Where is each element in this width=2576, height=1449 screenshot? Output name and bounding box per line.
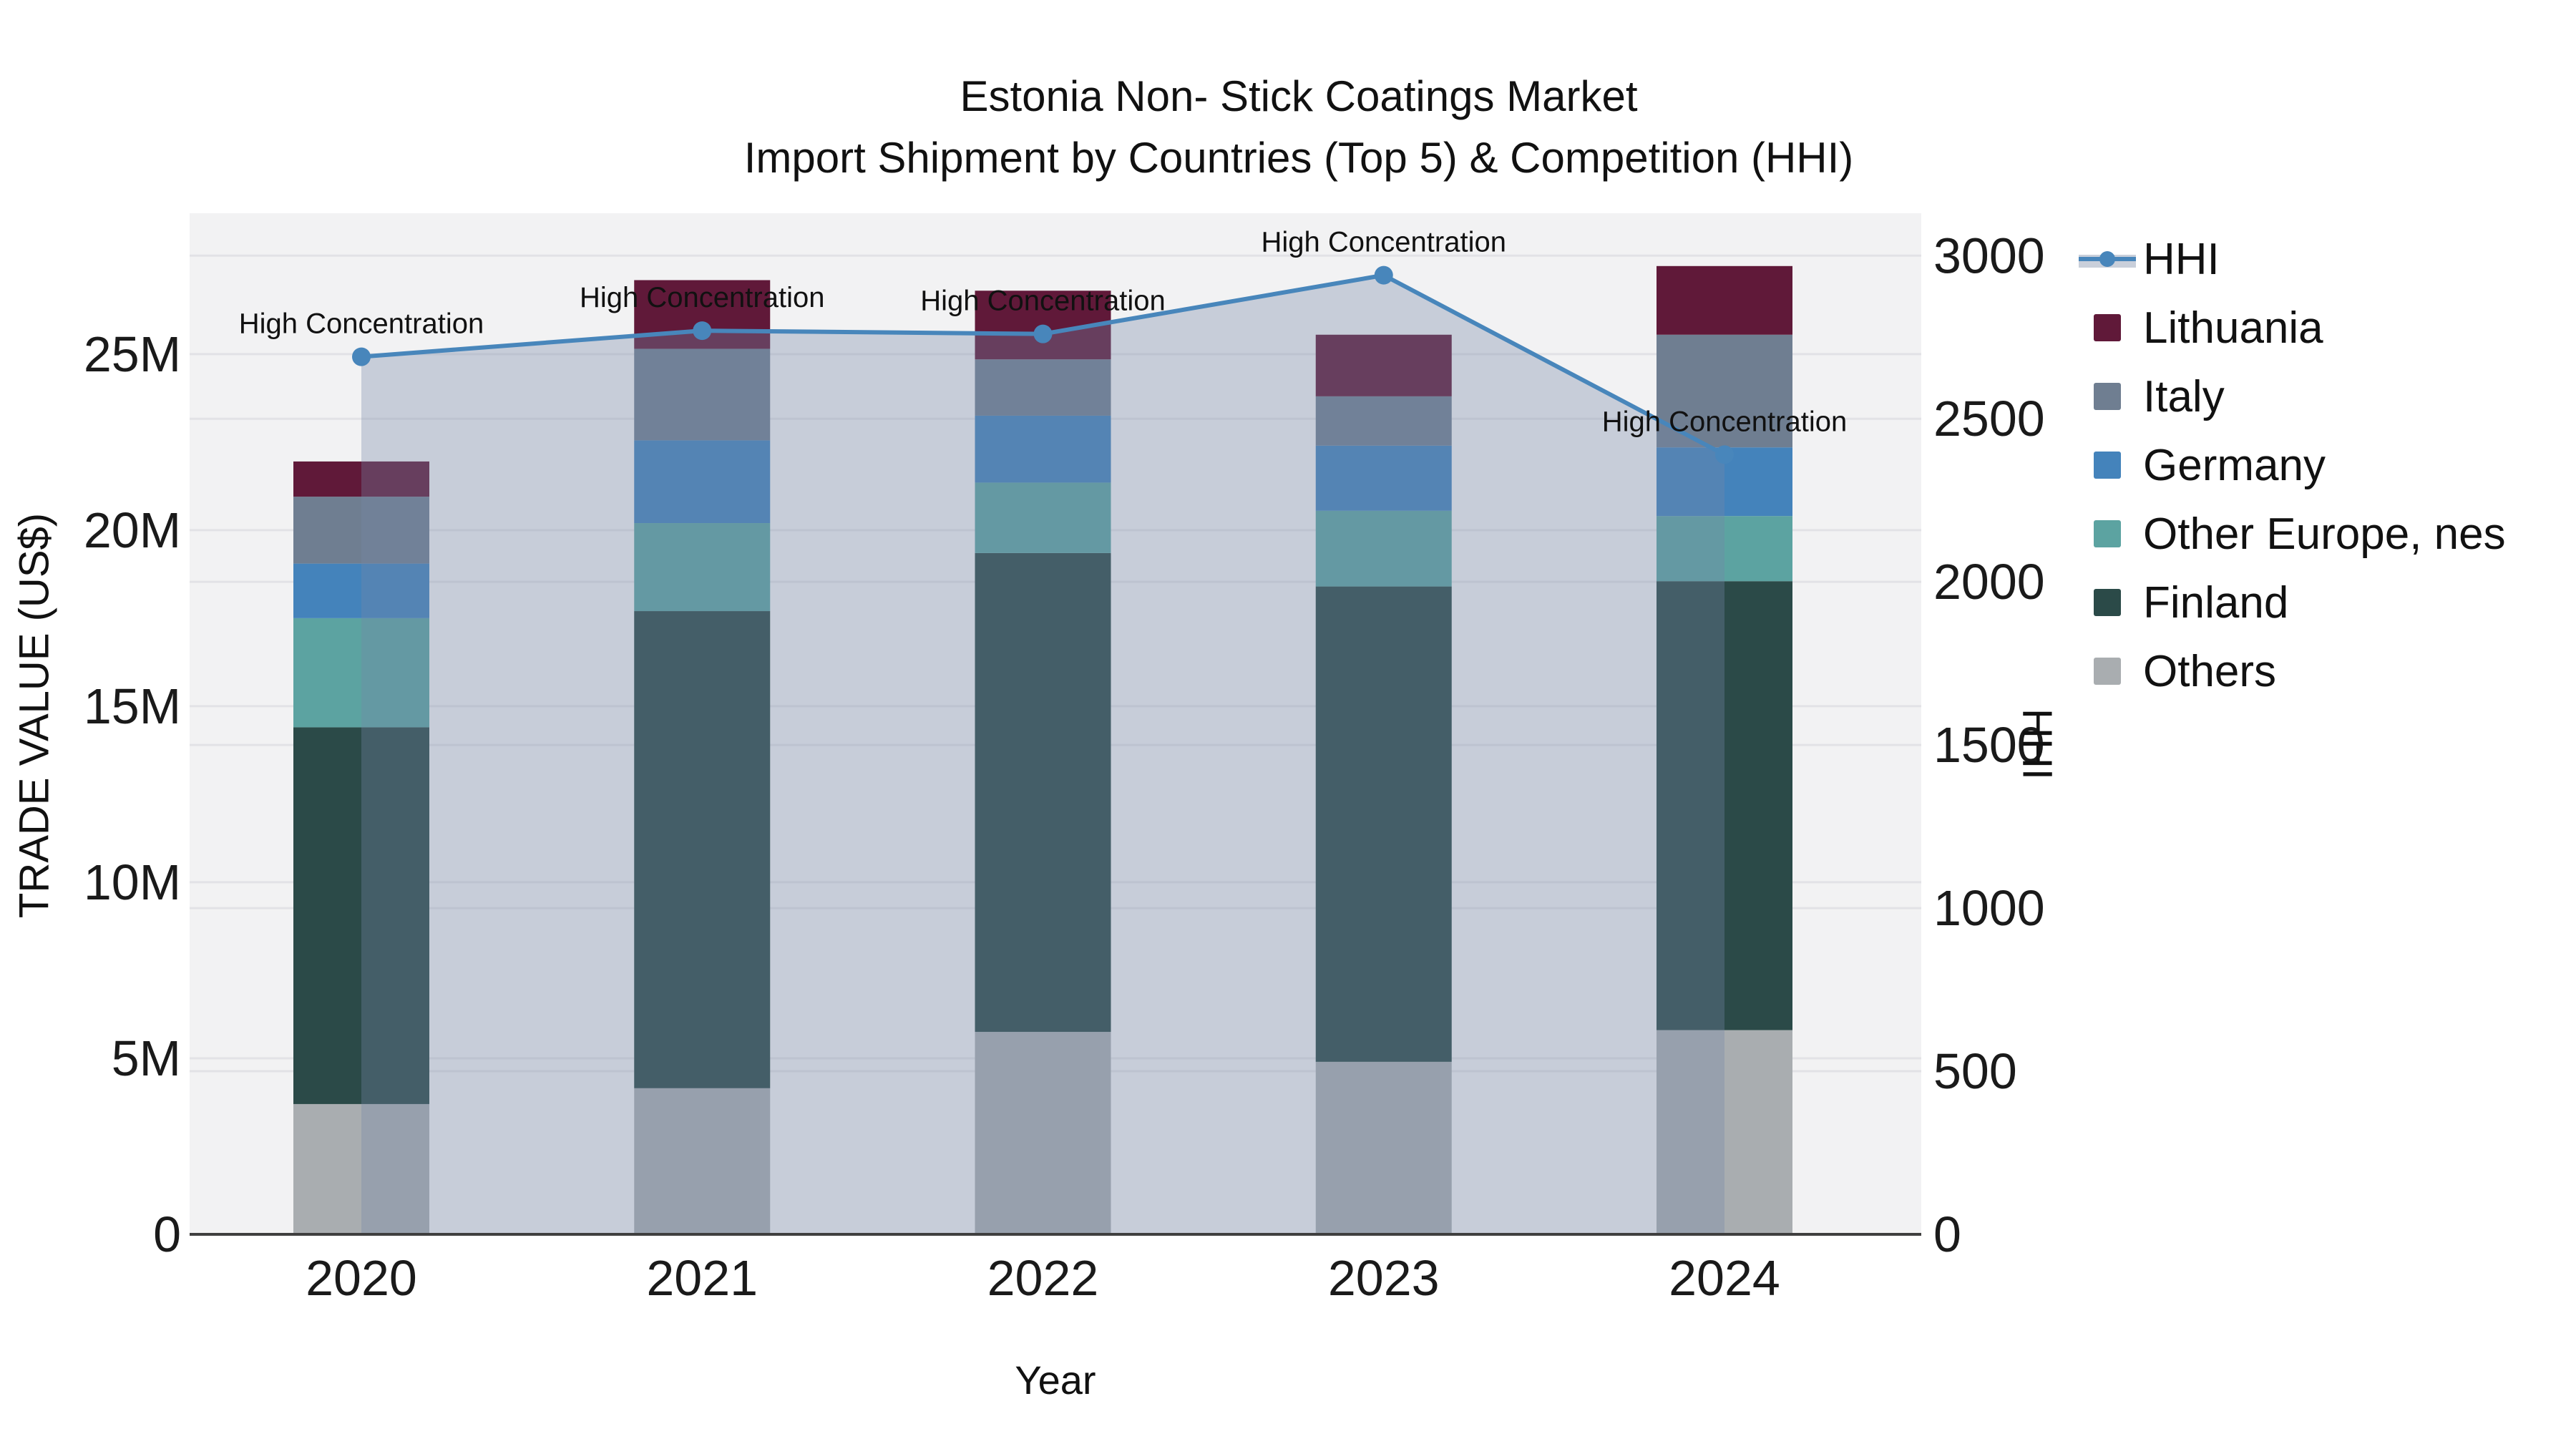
bar-segment (1315, 396, 1452, 446)
stacked-bars (293, 265, 1792, 1234)
bar-segment (634, 523, 771, 612)
hhi-marker (1374, 265, 1393, 285)
legend-color-swatch (2079, 589, 2136, 616)
left-tick-label: 20M (84, 502, 181, 558)
legend-item-finland[interactable]: Finland (2079, 568, 2506, 637)
legend-item-other-europe-nes[interactable]: Other Europe, nes (2079, 499, 2506, 568)
x-tick-label: 2021 (646, 1250, 758, 1306)
x-tick-label: 2024 (1669, 1250, 1780, 1306)
bar-segment (634, 611, 771, 1088)
right-tick-label: 1000 (1933, 880, 2045, 936)
hhi-marker (1715, 445, 1734, 464)
bar-segment (293, 497, 429, 564)
tick-labels: 0 5M 10M 15M 20M 25M 0 500 1000 1500 2000 2500 3000 2… (84, 228, 2045, 1306)
legend: HHI Lithuania Italy Germany Other Europe, ne… (2079, 225, 2506, 706)
right-tick-label: 500 (1933, 1043, 2017, 1099)
right-tick-label: 2000 (1933, 554, 2045, 610)
left-tick-label: 25M (84, 326, 181, 382)
bar-series-lithuania (293, 265, 1792, 497)
annotation-high-concentration: High Concentration (1262, 227, 1506, 258)
bar-segment (634, 348, 771, 441)
legend-label: Finland (2143, 577, 2289, 628)
bar-segment (975, 482, 1111, 553)
bar-segment (293, 461, 429, 497)
bar-segment (293, 618, 429, 728)
bar-segment (1315, 334, 1452, 396)
bar-segment (975, 359, 1111, 416)
legend-label: HHI (2143, 234, 2220, 284)
right-tick-label: 3000 (1933, 228, 2045, 283)
annotation-high-concentration: High Concentration (1602, 406, 1847, 437)
legend-item-lithuania[interactable]: Lithuania (2079, 293, 2506, 362)
legend-color-swatch (2079, 452, 2136, 479)
bar-segment (1657, 581, 1792, 1030)
right-tick-label: 2500 (1933, 391, 2045, 447)
bar-segment (293, 727, 429, 1104)
x-tick-label: 2020 (306, 1250, 417, 1306)
legend-label: Other Europe, nes (2143, 509, 2506, 559)
bar-segment (293, 563, 429, 618)
right-axis-title: HHI (2014, 708, 2061, 780)
chart-title-line2: Import Shipment by Countries (Top 5) & C… (743, 134, 1854, 182)
bar-segment (634, 1088, 771, 1234)
right-tick-label: 0 (1933, 1206, 1961, 1262)
bar-series-italy (293, 334, 1792, 564)
legend-item-hhi[interactable]: HHI (2079, 225, 2506, 293)
bar-segment (1657, 1030, 1792, 1234)
bar-segment (1657, 516, 1792, 582)
bar-series-other-europe-nes (293, 482, 1792, 728)
bar-segment (1657, 265, 1792, 335)
hhi-marker (693, 321, 712, 341)
bar-segment (975, 552, 1111, 1033)
left-axis-title: TRADE VALUE (US$) (11, 512, 58, 919)
legend-color-swatch (2079, 658, 2136, 685)
legend-color-swatch (2079, 314, 2136, 341)
left-tick-label: 5M (112, 1030, 181, 1086)
left-tick-label: 10M (84, 854, 181, 910)
legend-item-germany[interactable]: Germany (2079, 431, 2506, 499)
legend-line-swatch (2079, 250, 2136, 268)
bar-series-finland (293, 552, 1792, 1104)
bar-series-others (293, 1030, 1792, 1234)
legend-label: Others (2143, 646, 2277, 696)
legend-color-swatch (2079, 520, 2136, 547)
chart-title-line1: Estonia Non- Stick Coatings Market (960, 72, 1638, 120)
x-axis-title: Year (1015, 1357, 1096, 1402)
left-tick-label: 15M (84, 678, 181, 734)
legend-item-others[interactable]: Others (2079, 637, 2506, 706)
legend-color-swatch (2079, 383, 2136, 410)
legend-label: Lithuania (2143, 303, 2323, 353)
legend-label: Germany (2143, 440, 2326, 490)
bar-series-germany (293, 415, 1792, 618)
bar-segment (634, 440, 771, 524)
bar-segment (1315, 1061, 1452, 1234)
right-tick-label: 1500 (1933, 717, 2045, 773)
bar-segment (1315, 586, 1452, 1062)
legend-item-italy[interactable]: Italy (2079, 362, 2506, 431)
bar-segment (293, 1103, 429, 1234)
legend-label: Italy (2143, 371, 2225, 421)
x-tick-label: 2023 (1328, 1250, 1440, 1306)
bar-segment (975, 1032, 1111, 1234)
hhi-marker (1033, 324, 1053, 343)
bar-segment (1315, 445, 1452, 511)
hhi-area-fill (361, 275, 1724, 1234)
annotation-high-concentration: High Concentration (239, 308, 484, 340)
bar-segment (1315, 510, 1452, 587)
chart-title: Estonia Non- Stick Coatings Market Impor… (0, 66, 2576, 189)
annotation-high-concentration: High Concentration (920, 286, 1165, 317)
hhi-marker (352, 347, 371, 366)
x-tick-label: 2022 (987, 1250, 1099, 1306)
annotation-high-concentration: High Concentration (580, 282, 824, 313)
bar-segment (975, 415, 1111, 483)
left-tick-label: 0 (153, 1206, 181, 1262)
